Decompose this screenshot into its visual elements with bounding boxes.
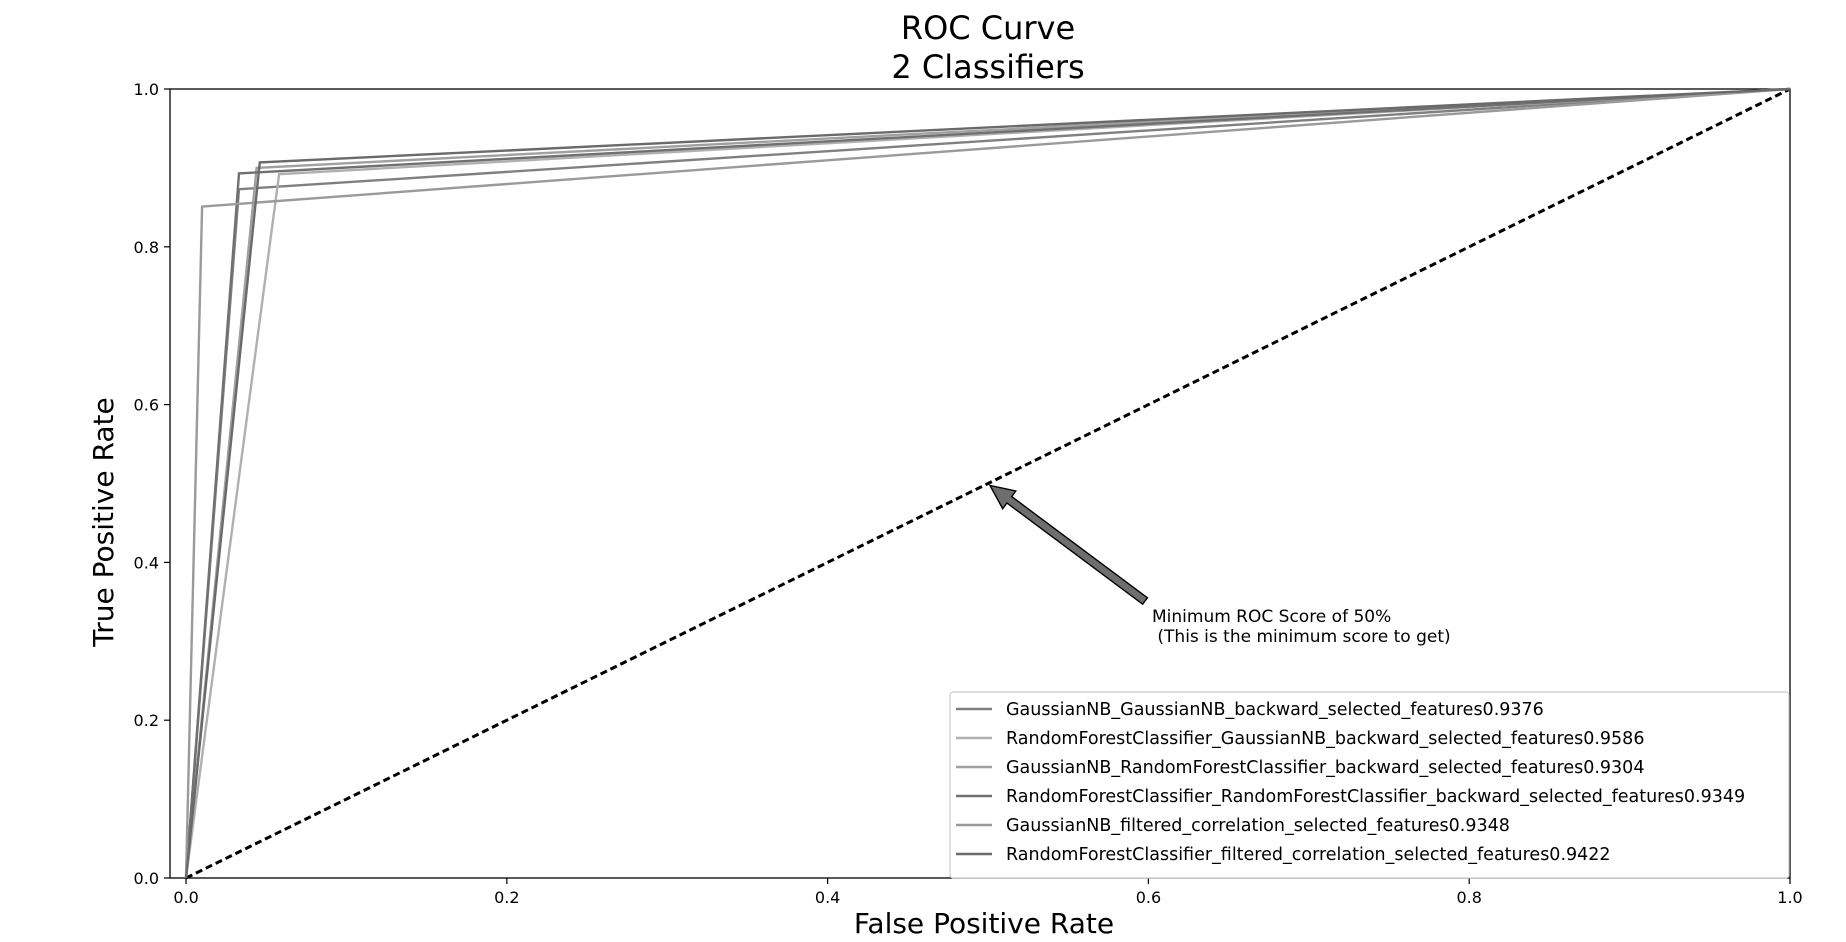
legend-box — [949, 691, 1790, 879]
series-line-5 — [184, 87, 1791, 879]
legend-entry: GaussianNB_GaussianNB_backward_selected_… — [1006, 700, 1544, 720]
y-tick-label: 0.4 — [134, 553, 159, 572]
x-axis-label: False Positive Rate — [854, 907, 1114, 940]
baseline-diagonal — [185, 87, 1791, 880]
x-tick-label: 0.8 — [1456, 888, 1481, 907]
y-tick-label: 1.0 — [134, 80, 159, 99]
legend-entry: GaussianNB_filtered_correlation_selected… — [1006, 816, 1510, 836]
axis-ticks: 0.0 0.2 0.4 0.6 0.8 1.0 0.0 0.2 0.4 0.6 0.8 1.0 — [134, 80, 1803, 907]
x-tick-label: 0.4 — [815, 888, 840, 907]
y-tick-label: 0.0 — [134, 869, 159, 888]
x-tick-label: 1.0 — [1777, 888, 1802, 907]
legend-entry: RandomForestClassifier_RandomForestClass… — [1006, 787, 1745, 807]
legend: GaussianNB_GaussianNB_backward_selected_… — [949, 691, 1790, 879]
legend-entry: GaussianNB_RandomForestClassifier_backwa… — [1006, 758, 1644, 778]
x-tick-label: 0.0 — [173, 888, 198, 907]
legend-entry: RandomForestClassifier_GaussianNB_backwa… — [1006, 729, 1644, 749]
x-tick-label: 0.2 — [494, 888, 519, 907]
chart-title: ROC Curve — [901, 9, 1075, 47]
series-layer — [184, 87, 1791, 879]
annotation-line-2: (This is the minimum score to get) — [1152, 627, 1451, 647]
annotation-arrow — [988, 484, 1149, 606]
annotation-line-1: Minimum ROC Score of 50% — [1152, 607, 1391, 627]
baseline-layer — [185, 87, 1791, 880]
y-tick-label: 0.6 — [134, 396, 159, 415]
y-axis-label: True Positive Rate — [87, 397, 120, 647]
y-tick-label: 0.8 — [134, 238, 159, 257]
x-tick-label: 0.6 — [1136, 888, 1161, 907]
y-tick-label: 0.2 — [134, 711, 159, 730]
legend-entry: RandomForestClassifier_filtered_correlat… — [1006, 845, 1611, 865]
chart-subtitle: 2 Classifiers — [891, 48, 1084, 86]
annotation: Minimum ROC Score of 50% (This is the mi… — [988, 484, 1451, 647]
annotation-text: Minimum ROC Score of 50% (This is the mi… — [1152, 607, 1451, 647]
series-line-6 — [184, 87, 1791, 879]
series-line-4 — [184, 87, 1791, 879]
